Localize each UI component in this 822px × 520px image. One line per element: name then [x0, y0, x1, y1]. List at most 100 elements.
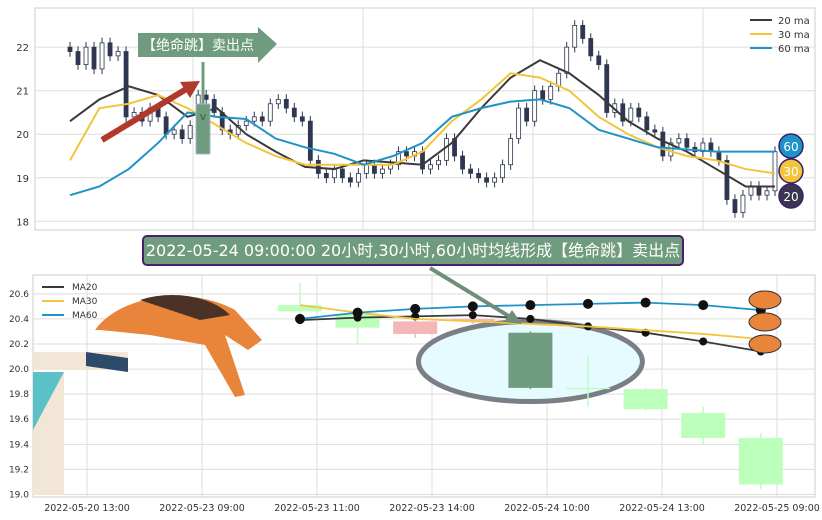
y-tick-label: 21	[16, 87, 29, 98]
candle	[748, 186, 754, 196]
candle	[396, 151, 401, 166]
end-badge-60	[778, 133, 804, 159]
y-tick-label: 20	[16, 130, 29, 141]
ma-line-MA30	[299, 304, 761, 340]
candle	[203, 94, 209, 100]
x-tick-label: 2022-05-20 13:00	[44, 503, 130, 514]
dog-illustration	[95, 296, 262, 397]
candle	[604, 64, 610, 113]
candle	[644, 116, 650, 131]
candle	[596, 55, 602, 65]
candle	[508, 332, 553, 388]
signal-box	[195, 103, 211, 155]
candle	[283, 99, 289, 109]
candle	[460, 155, 465, 170]
diving-tower-shade	[33, 372, 64, 430]
candle	[572, 25, 578, 48]
end-badge-20	[778, 183, 804, 209]
candle	[620, 103, 626, 122]
candle	[532, 90, 538, 122]
signal-mark: v	[200, 110, 207, 123]
candle	[681, 412, 726, 439]
shrimp-illustration	[748, 312, 782, 332]
candle	[171, 129, 177, 135]
candle	[588, 38, 594, 57]
legend-label: MA30	[72, 297, 98, 307]
y-tick-label: 19.6	[9, 415, 29, 425]
end-badge-label: 30	[783, 165, 798, 179]
candle	[444, 138, 449, 161]
trend-arrow-head	[180, 81, 200, 98]
shrimp-illustration	[748, 290, 782, 310]
ma-point	[468, 311, 477, 320]
candle	[347, 177, 353, 183]
candle	[476, 173, 481, 179]
top-chart: 18 19 20 21 22 20 ma 30 ma 60 ma 60 30 20 【绝命跳】卖出点 v	[16, 7, 816, 231]
x-tick-label: 2022-05-23 14:00	[389, 503, 475, 514]
legend-label: MA60	[72, 311, 98, 321]
candle	[756, 186, 762, 196]
y-tick-label: 20.4	[9, 315, 29, 325]
candle	[420, 151, 425, 170]
y-tick-label: 19.0	[9, 490, 29, 500]
ma-point	[352, 307, 363, 318]
candle	[652, 129, 658, 133]
candle	[628, 107, 634, 122]
banner-text: 2022-05-24 09:00:00 20小时,30小时,60小时均线形成【绝…	[146, 241, 680, 260]
candle	[738, 438, 783, 485]
banner-box	[142, 235, 684, 266]
x-tick-label: 2022-05-23 09:00	[159, 503, 245, 514]
candle	[716, 151, 722, 161]
trend-arrow	[100, 85, 190, 143]
candle	[307, 120, 313, 161]
candle	[251, 116, 257, 122]
candle	[299, 116, 305, 122]
ma-point	[525, 300, 536, 311]
candle	[428, 164, 433, 170]
candle	[772, 151, 778, 192]
annotation-label: 【绝命跳】卖出点	[142, 37, 254, 54]
x-tick-label: 2022-05-25 09:00	[734, 503, 820, 514]
ma-point	[295, 313, 305, 324]
candle	[291, 107, 297, 118]
candle	[331, 168, 337, 179]
candle	[580, 25, 586, 39]
pointer-arrow	[428, 266, 514, 320]
candle	[91, 46, 97, 70]
candle	[623, 389, 668, 410]
x-tick-label: 2022-05-24 13:00	[619, 503, 705, 514]
candle	[243, 120, 249, 126]
y-tick-label: 19.4	[9, 440, 29, 450]
candle	[259, 116, 265, 122]
annotation-arrow	[138, 27, 277, 63]
candle	[67, 46, 73, 52]
diving-board-edge	[86, 352, 128, 372]
legend-label: 20 ma	[778, 16, 810, 27]
candle	[492, 177, 498, 183]
candle	[404, 151, 409, 157]
candle	[356, 173, 361, 183]
candle	[740, 194, 746, 213]
legend-label: 30 ma	[778, 30, 810, 41]
candle	[115, 51, 121, 57]
candle	[393, 321, 438, 334]
end-badge-30	[778, 158, 804, 184]
candle	[278, 305, 322, 312]
candle	[99, 42, 105, 70]
candle	[163, 116, 169, 135]
candle	[267, 103, 273, 122]
candle	[380, 168, 385, 174]
candle	[211, 99, 217, 113]
y-tick-label: 19.2	[9, 465, 29, 475]
decorations: 2022-05-24 09:00:00 20小时,30小时,60小时均线形成【绝…	[142, 235, 684, 266]
candle	[564, 46, 570, 74]
y-tick-label: 19.8	[9, 390, 29, 400]
candle	[516, 107, 522, 139]
ma-point	[410, 303, 421, 314]
legend-label: 60 ma	[778, 44, 810, 55]
candle	[179, 129, 185, 139]
candle	[275, 99, 281, 105]
candle	[450, 318, 495, 322]
